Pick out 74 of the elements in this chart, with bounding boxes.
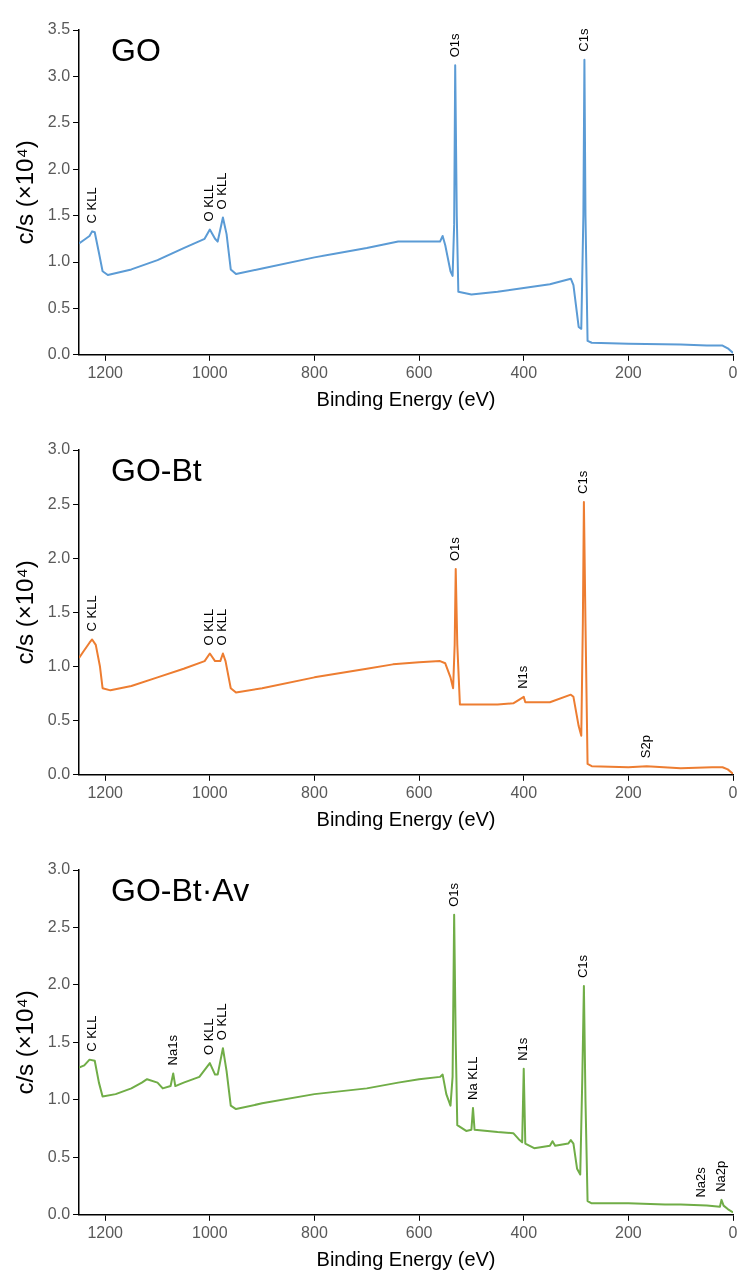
- y-tick-label: 0.0: [47, 765, 71, 783]
- chart-title: GO-Bt·Av: [111, 871, 250, 908]
- x-tick-label: 1200: [87, 1223, 124, 1241]
- y-axis-title: c/s (×10⁴): [11, 140, 39, 245]
- y-tick-label: 2.0: [47, 975, 71, 993]
- x-tick-label: 0: [728, 1223, 738, 1241]
- annotation: C1s: [576, 28, 591, 52]
- y-tick-label: 1.5: [47, 602, 71, 620]
- annotation: O1s: [447, 536, 463, 562]
- y-tick-label: 2.5: [47, 494, 71, 512]
- x-tick-label: 800: [301, 363, 328, 381]
- annotation: C KLL: [83, 1015, 99, 1052]
- annotation: O KLL: [201, 184, 217, 222]
- x-tick-label: 1200: [87, 783, 124, 801]
- y-tick-label: 0.5: [47, 711, 71, 729]
- annotation: Na KLL: [464, 1056, 480, 1100]
- annotation: O KLL: [214, 172, 230, 210]
- y-tick-label: 3.0: [47, 440, 71, 458]
- annotation: O KLL: [201, 1018, 217, 1056]
- annotation: O KLL: [214, 608, 230, 646]
- y-tick-label: 1.5: [47, 1032, 71, 1050]
- x-tick-label: 0: [728, 363, 738, 381]
- x-tick-label: 400: [510, 1223, 538, 1241]
- annotation: C1s: [575, 470, 591, 494]
- x-tick-label: 1000: [192, 1223, 228, 1241]
- x-tick-label: 400: [510, 363, 538, 381]
- annotation: Na1s: [164, 1034, 180, 1066]
- y-tick-label: 3.0: [47, 66, 71, 84]
- x-tick-label: 400: [510, 783, 538, 801]
- y-tick-label: 2.5: [47, 917, 71, 935]
- x-tick-label: 1200: [87, 363, 124, 381]
- y-tick-label: 0.5: [47, 298, 71, 316]
- x-tick-label: 200: [615, 1223, 642, 1241]
- y-tick-label: 0.0: [47, 345, 71, 363]
- annotation: O KLL: [214, 1003, 230, 1041]
- y-tick-label: 1.0: [47, 1090, 71, 1108]
- annotation: Na2s: [693, 1166, 709, 1198]
- chart-title: GO: [111, 31, 161, 68]
- y-tick-label: 2.5: [47, 113, 71, 131]
- y-tick-label: 3.0: [47, 860, 71, 878]
- x-tick-label: 600: [405, 363, 433, 381]
- x-axis-title: Binding Energy (eV): [316, 1247, 496, 1270]
- y-tick-label: 2.0: [47, 548, 71, 566]
- x-tick-label: 1000: [192, 363, 228, 381]
- y-tick-label: 3.5: [47, 20, 71, 38]
- annotation: Na2p: [713, 1160, 729, 1192]
- chart-title: GO-Bt: [111, 451, 202, 488]
- annotation: C KLL: [83, 187, 99, 224]
- y-tick-label: 0.5: [47, 1147, 71, 1165]
- x-tick-label: 1000: [192, 783, 228, 801]
- x-tick-label: 800: [301, 783, 328, 801]
- x-tick-label: 800: [301, 1223, 328, 1241]
- annotation: O1s: [445, 882, 461, 907]
- annotation: C KLL: [83, 595, 99, 632]
- x-tick-label: 200: [615, 783, 642, 801]
- y-tick-label: 1.0: [47, 252, 71, 270]
- x-tick-label: 600: [405, 783, 433, 801]
- x-tick-label: 600: [405, 1223, 433, 1241]
- y-tick-label: 1.0: [47, 656, 71, 674]
- y-axis-title: c/s (×10⁴): [11, 990, 39, 1095]
- y-tick-label: 2.0: [47, 159, 71, 177]
- annotation: S2p: [638, 735, 654, 759]
- x-axis-title: Binding Energy (eV): [316, 807, 496, 830]
- annotation: N1s: [515, 1037, 531, 1061]
- y-axis-title: c/s (×10⁴): [11, 560, 39, 665]
- annotation: N1s: [515, 665, 531, 689]
- y-tick-label: 1.5: [47, 206, 71, 224]
- annotation: O KLL: [201, 608, 217, 646]
- annotation: C1s: [575, 954, 591, 979]
- x-tick-label: 0: [728, 783, 738, 801]
- annotation: O1s: [446, 32, 462, 58]
- y-tick-label: 0.0: [47, 1205, 71, 1223]
- x-tick-label: 200: [615, 363, 642, 381]
- x-axis-title: Binding Energy (eV): [316, 387, 496, 410]
